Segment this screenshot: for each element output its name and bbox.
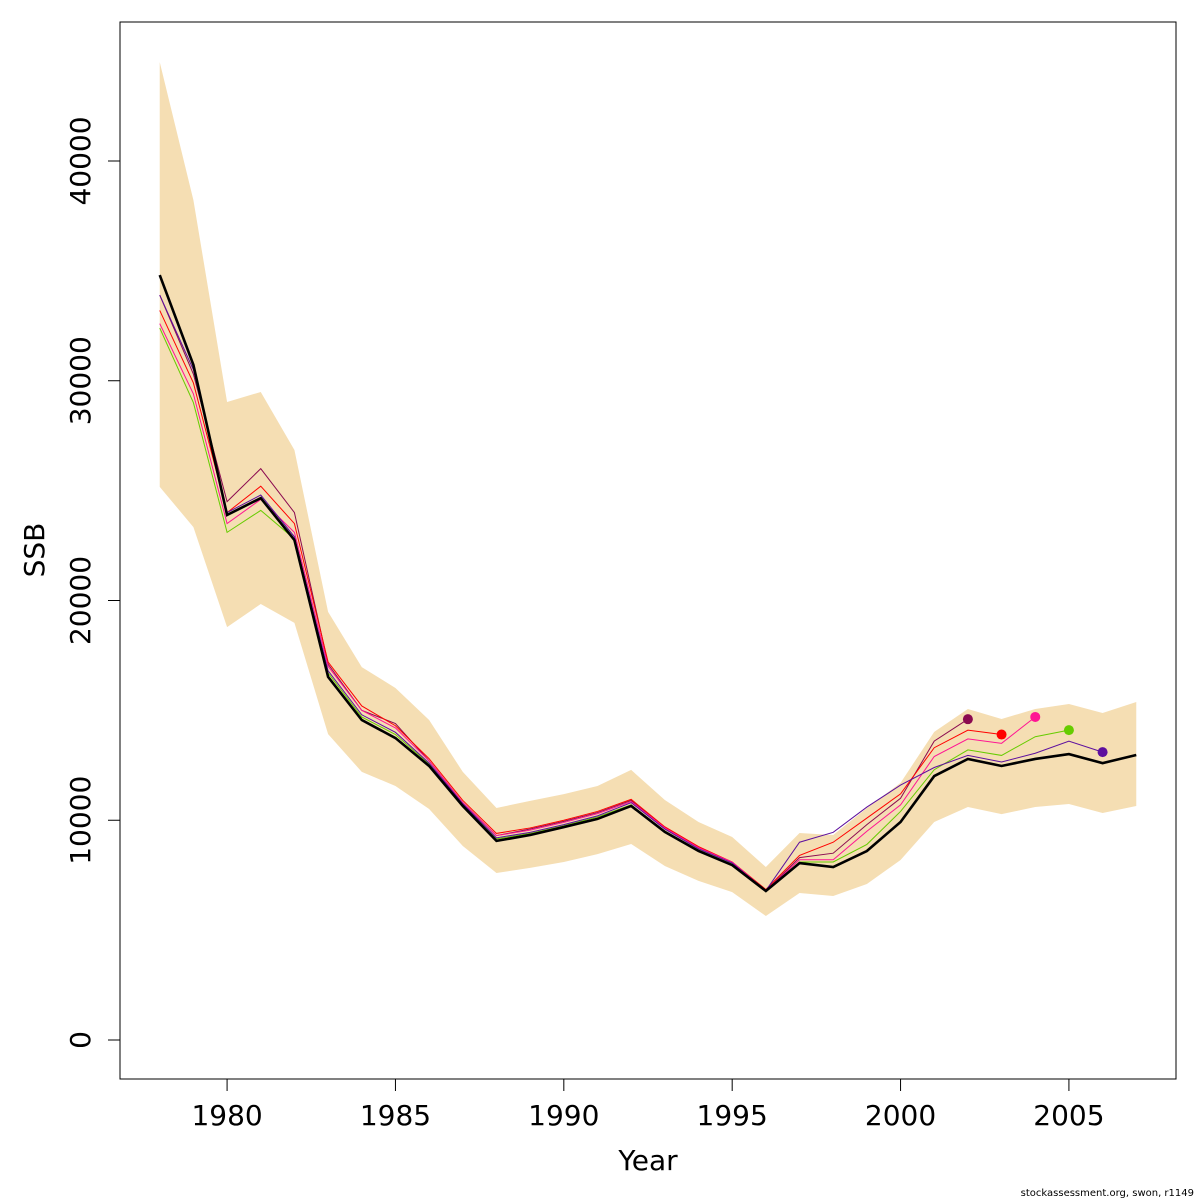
series-line: [159, 323, 1036, 892]
series-line: [158, 274, 1137, 893]
x-tick-label: 2005: [1033, 1099, 1104, 1132]
x-tick-label: 1995: [697, 1099, 768, 1132]
y-tick-label: 20000: [64, 556, 97, 645]
y-tick-label: 40000: [64, 116, 97, 205]
x-tick-label: 1985: [360, 1099, 431, 1132]
footer: stockassessment.org, swon, r1149: [1021, 1188, 1194, 1199]
y-axis-label: SSB: [18, 523, 51, 578]
x-axis-label: Year: [617, 1144, 678, 1177]
endpoint-marker: [962, 714, 973, 725]
endpoint-marker: [996, 729, 1007, 740]
x-tick-label: 1990: [528, 1099, 599, 1132]
endpoint-marker: [1030, 711, 1041, 722]
endpoint-marker: [1097, 747, 1108, 758]
y-tick-label: 0: [64, 1031, 97, 1049]
series-line: [159, 310, 1002, 891]
series-line: [159, 294, 969, 892]
x-tick-label: 1980: [191, 1099, 262, 1132]
confidence-band: [159, 62, 1137, 917]
y-tick-label: 30000: [64, 336, 97, 425]
x-tick-label: 2000: [865, 1099, 936, 1132]
y-tick-label: 10000: [64, 776, 97, 865]
endpoint-marker: [1063, 725, 1074, 736]
